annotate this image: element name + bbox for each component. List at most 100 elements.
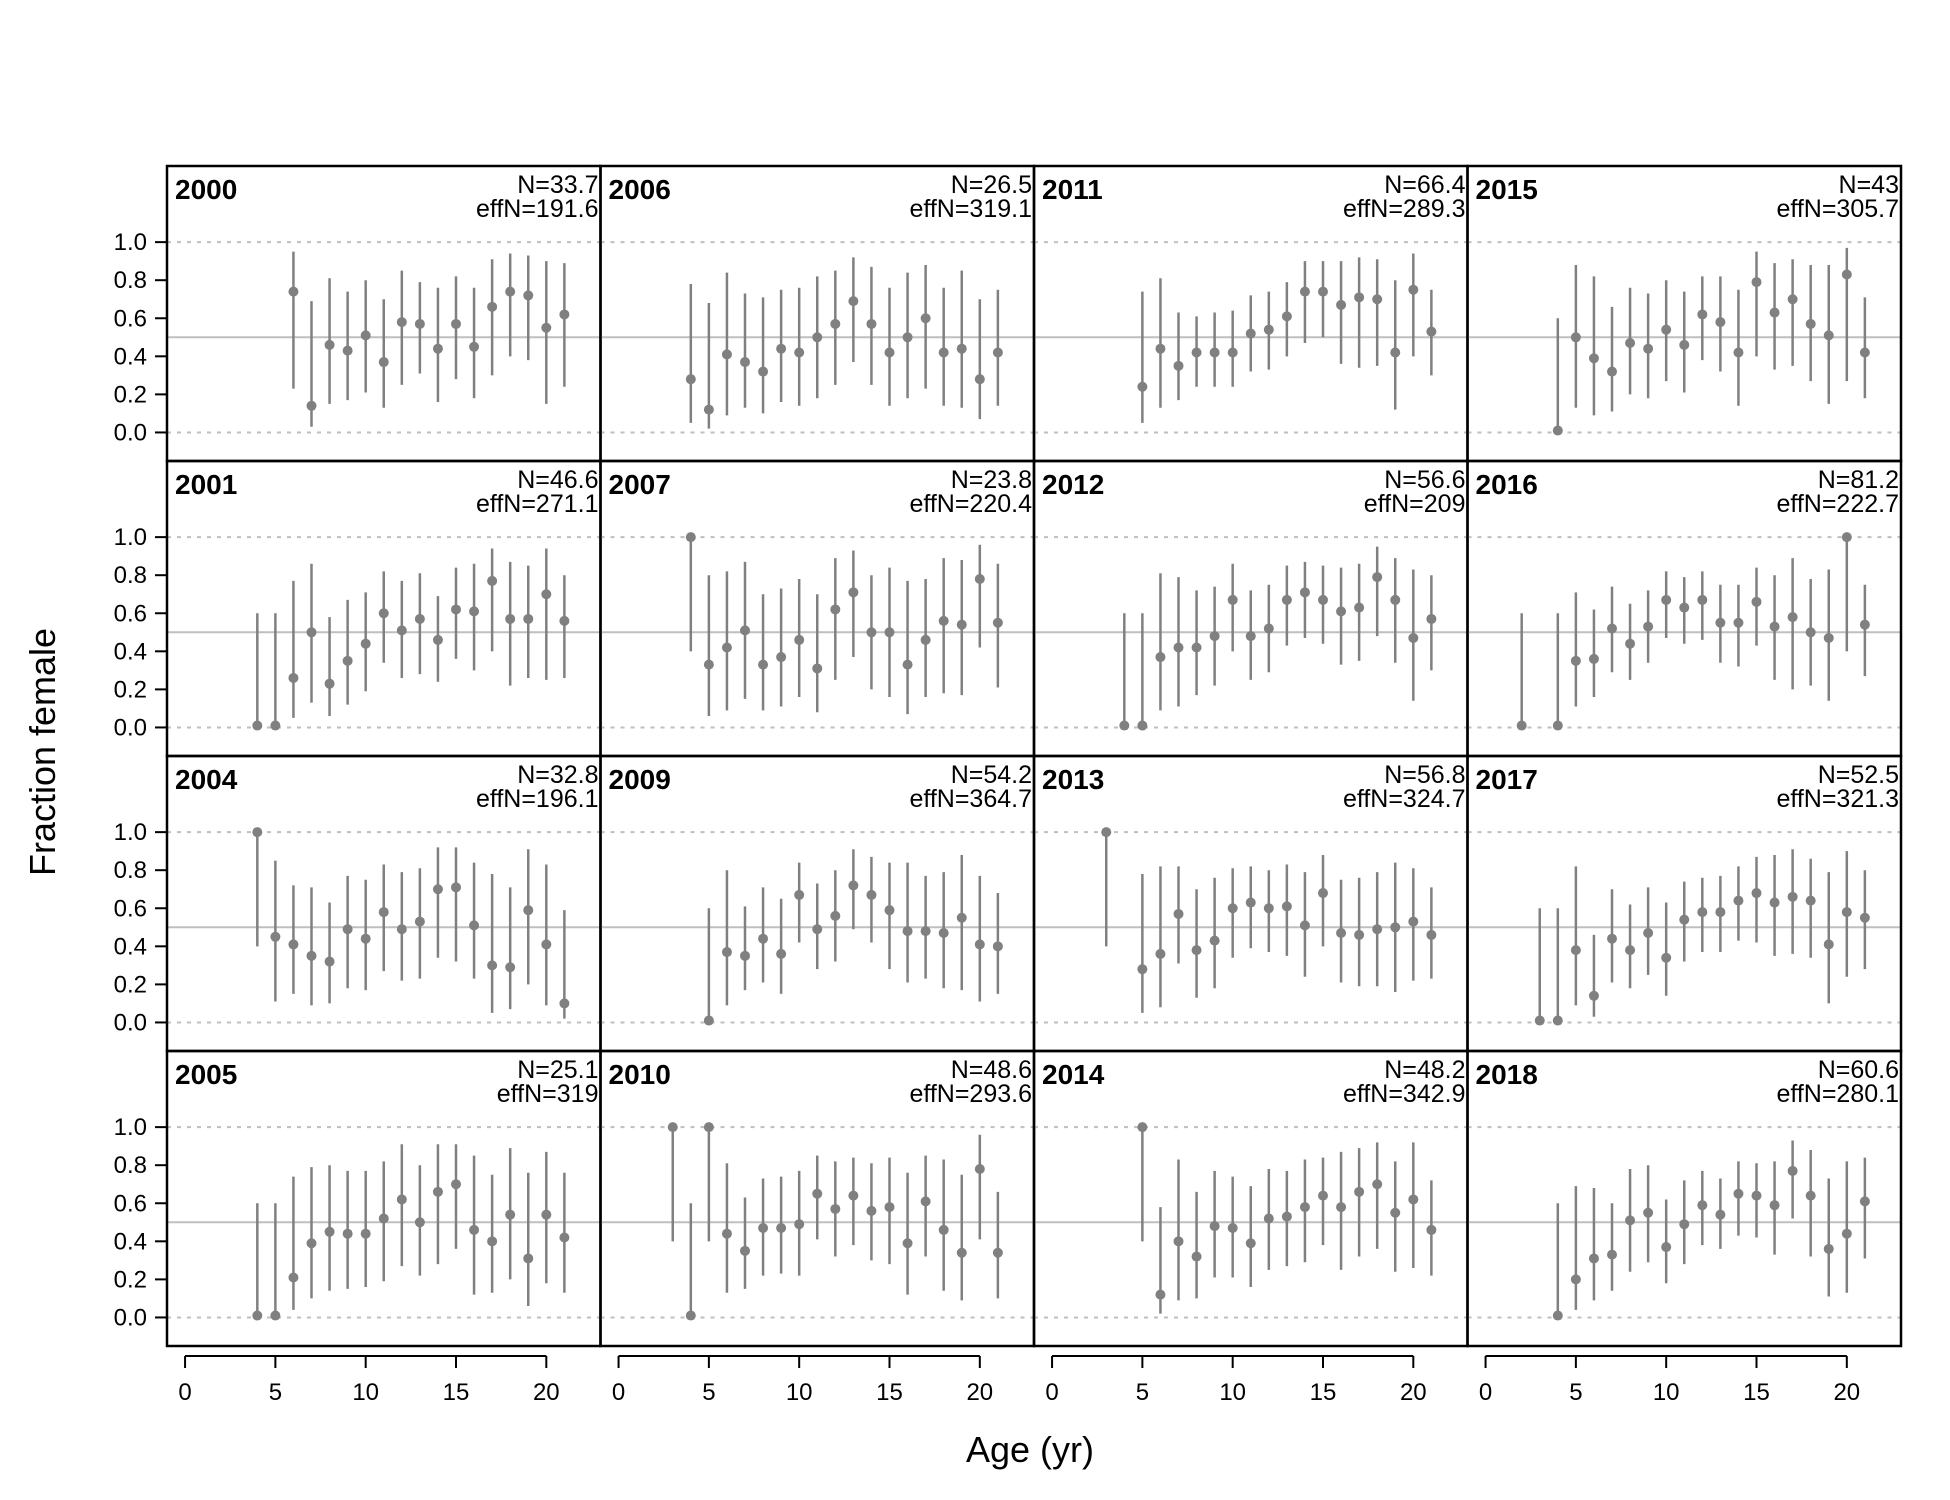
x-tick-label: 5 bbox=[1136, 1379, 1149, 1406]
data-point bbox=[306, 400, 317, 411]
data-point bbox=[740, 1245, 750, 1256]
y-tick-label: 0.4 bbox=[114, 933, 147, 960]
data-point bbox=[378, 357, 389, 368]
data-point bbox=[866, 627, 877, 638]
panel-year-label: 2001 bbox=[175, 469, 237, 500]
data-point bbox=[1552, 425, 1563, 436]
data-point bbox=[1137, 1122, 1148, 1133]
data-point bbox=[324, 956, 335, 967]
data-point bbox=[830, 604, 841, 615]
data-point bbox=[1263, 903, 1274, 914]
panel-n-label: N=52.5 bbox=[1818, 761, 1899, 789]
data-point bbox=[324, 1226, 335, 1237]
data-point bbox=[342, 924, 353, 935]
data-point bbox=[776, 652, 787, 663]
data-point bbox=[1516, 720, 1527, 731]
data-point bbox=[884, 1202, 895, 1213]
data-point bbox=[1769, 897, 1780, 908]
x-tick-label: 0 bbox=[1045, 1379, 1058, 1406]
data-point bbox=[721, 349, 732, 360]
data-point bbox=[1841, 532, 1852, 543]
data-point bbox=[451, 882, 461, 893]
panel-n-label: N=43 bbox=[1839, 171, 1899, 199]
data-point bbox=[1859, 912, 1870, 923]
data-point bbox=[270, 720, 281, 731]
x-tick-label: 20 bbox=[533, 1379, 560, 1406]
data-point bbox=[1787, 294, 1798, 305]
y-tick-label: 0.2 bbox=[114, 1266, 147, 1293]
x-tick-label: 5 bbox=[1569, 1379, 1582, 1406]
data-point bbox=[396, 1194, 407, 1205]
data-point bbox=[1155, 1289, 1166, 1300]
data-point bbox=[1787, 612, 1798, 623]
data-point bbox=[1805, 318, 1816, 329]
panel-year-label: 2010 bbox=[609, 1059, 671, 1090]
data-point bbox=[1354, 602, 1365, 613]
data-point bbox=[1534, 1015, 1545, 1026]
y-tick-label: 0.8 bbox=[114, 562, 147, 589]
data-point bbox=[667, 1122, 678, 1133]
data-point bbox=[1661, 1242, 1672, 1253]
data-point bbox=[1769, 621, 1780, 632]
data-point bbox=[1769, 1200, 1780, 1211]
data-point bbox=[1227, 594, 1238, 605]
data-point bbox=[541, 589, 552, 600]
data-point bbox=[1390, 594, 1401, 605]
data-point bbox=[703, 1122, 714, 1133]
data-point bbox=[1841, 269, 1852, 280]
data-point bbox=[378, 608, 389, 619]
data-point bbox=[1823, 939, 1834, 950]
panel-n-label: N=48.6 bbox=[951, 1056, 1032, 1084]
data-point bbox=[432, 884, 443, 895]
data-point bbox=[1245, 897, 1256, 908]
data-point bbox=[1372, 924, 1383, 935]
y-tick-label: 0.0 bbox=[114, 1304, 147, 1331]
data-point bbox=[1263, 1213, 1274, 1224]
x-tick-label: 15 bbox=[876, 1379, 903, 1406]
x-tick-label: 10 bbox=[1219, 1379, 1246, 1406]
panel-effn-label: effN=364.7 bbox=[909, 785, 1032, 813]
panel-n-label: N=81.2 bbox=[1818, 466, 1899, 494]
data-point bbox=[523, 613, 534, 624]
panel-effn-label: effN=280.1 bbox=[1776, 1080, 1899, 1108]
data-point bbox=[1155, 343, 1166, 354]
data-point bbox=[974, 574, 985, 584]
data-point bbox=[1715, 617, 1726, 628]
panel-effn-label: effN=293.6 bbox=[909, 1080, 1032, 1108]
panel-effn-label: effN=271.1 bbox=[476, 490, 599, 518]
data-point bbox=[1318, 594, 1328, 605]
data-point bbox=[920, 926, 931, 937]
data-point bbox=[1299, 587, 1310, 598]
data-point bbox=[1769, 307, 1780, 318]
data-point bbox=[469, 606, 480, 617]
data-point bbox=[523, 905, 534, 916]
data-point bbox=[487, 1236, 498, 1247]
y-tick-label: 0.6 bbox=[114, 895, 147, 922]
data-point bbox=[324, 678, 335, 689]
data-point bbox=[758, 1223, 769, 1233]
data-point bbox=[1823, 1243, 1834, 1254]
data-point bbox=[1318, 286, 1328, 297]
data-point bbox=[1281, 594, 1292, 605]
data-point bbox=[974, 1164, 985, 1174]
data-point bbox=[902, 926, 913, 937]
data-point bbox=[1697, 1200, 1708, 1211]
data-point bbox=[794, 634, 805, 645]
panel-n-label: N=56.6 bbox=[1384, 466, 1465, 494]
data-point bbox=[884, 905, 895, 916]
data-point bbox=[1661, 594, 1672, 605]
data-point bbox=[1173, 642, 1184, 653]
data-point bbox=[703, 659, 714, 670]
data-point bbox=[1390, 1207, 1401, 1218]
data-point bbox=[721, 642, 732, 653]
data-point bbox=[740, 625, 750, 636]
y-tick-label: 0.6 bbox=[114, 1190, 147, 1217]
data-point bbox=[1570, 1274, 1581, 1285]
data-point bbox=[938, 928, 949, 938]
panel-effn-label: effN=319 bbox=[497, 1080, 599, 1108]
data-point bbox=[306, 627, 317, 638]
data-point bbox=[1227, 347, 1238, 358]
data-point bbox=[451, 604, 461, 615]
